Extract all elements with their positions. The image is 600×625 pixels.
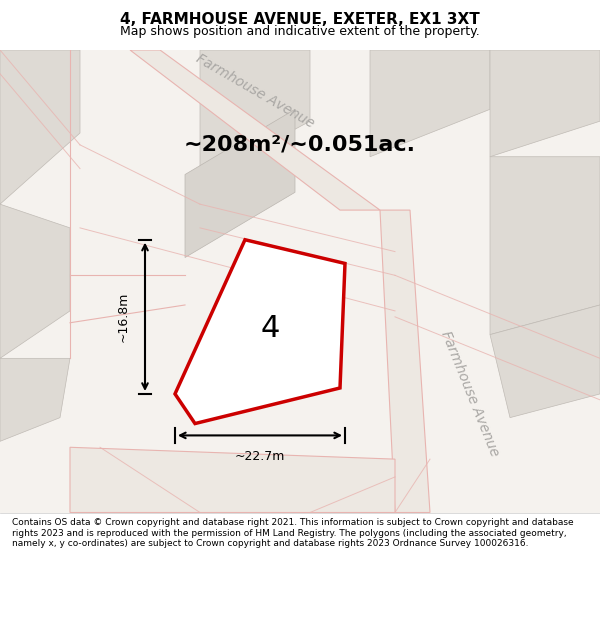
Text: 4, FARMHOUSE AVENUE, EXETER, EX1 3XT: 4, FARMHOUSE AVENUE, EXETER, EX1 3XT: [120, 12, 480, 28]
Text: ~16.8m: ~16.8m: [116, 292, 130, 342]
Text: ~22.7m: ~22.7m: [235, 450, 285, 463]
Polygon shape: [200, 50, 310, 181]
Polygon shape: [370, 50, 490, 157]
Text: Contains OS data © Crown copyright and database right 2021. This information is : Contains OS data © Crown copyright and d…: [12, 518, 574, 548]
Polygon shape: [380, 210, 430, 512]
Polygon shape: [490, 50, 600, 157]
Polygon shape: [0, 358, 70, 441]
Text: Map shows position and indicative extent of the property.: Map shows position and indicative extent…: [120, 24, 480, 38]
Polygon shape: [490, 305, 600, 418]
Polygon shape: [0, 204, 70, 358]
Text: ~208m²/~0.051ac.: ~208m²/~0.051ac.: [184, 135, 416, 155]
Polygon shape: [0, 50, 80, 204]
Polygon shape: [175, 240, 345, 424]
Text: 4: 4: [260, 314, 280, 343]
Text: Farmhouse Avenue: Farmhouse Avenue: [193, 52, 317, 131]
Polygon shape: [70, 448, 395, 512]
Polygon shape: [185, 109, 295, 258]
Polygon shape: [490, 157, 600, 334]
Polygon shape: [130, 50, 380, 210]
Text: Farmhouse Avenue: Farmhouse Avenue: [439, 329, 502, 459]
